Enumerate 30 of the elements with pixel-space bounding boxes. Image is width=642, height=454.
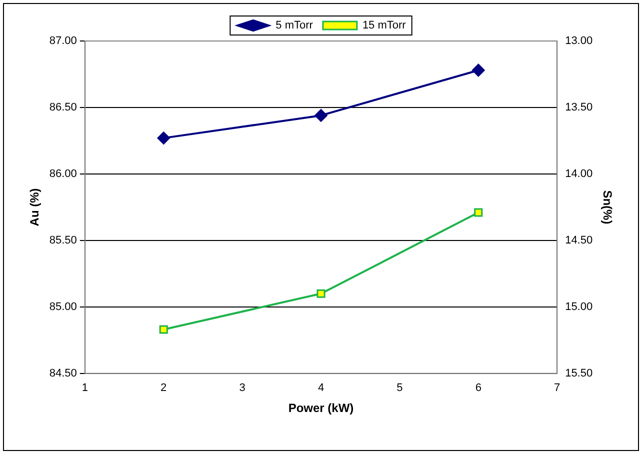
x-tick-label: 3 — [239, 382, 246, 394]
y-tick-label: 87.00 — [49, 35, 77, 48]
y2-tick-label: 15.00 — [565, 300, 593, 313]
legend-label: 15 mTorr — [362, 20, 406, 32]
x-axis-title: Power (kW) — [288, 401, 354, 416]
y-tick-label: 86.00 — [49, 168, 77, 180]
y2-tick-label: 14.00 — [565, 168, 593, 180]
x-tick-label: 7 — [554, 382, 560, 394]
x-tick-label: 1 — [82, 382, 88, 394]
x-tick-label: 5 — [396, 382, 403, 394]
y-axis-title: Au (%) — [28, 188, 42, 226]
point — [159, 325, 168, 334]
y-tick-label: 86.50 — [49, 102, 77, 114]
y2-tick-label: 13.50 — [565, 102, 593, 114]
point — [472, 64, 485, 77]
x-tick-label: 4 — [318, 382, 324, 394]
point — [474, 208, 483, 217]
legend-label: 5 mTorr — [276, 20, 314, 32]
y-tick-label: 85.00 — [49, 300, 77, 313]
x-tick-label: 6 — [475, 382, 482, 394]
y-tick-label: 85.50 — [49, 234, 77, 246]
point — [314, 108, 328, 122]
point — [157, 132, 170, 145]
y2-tick-label: 15.50 — [565, 367, 593, 380]
x-tick-label: 2 — [160, 382, 167, 394]
y-tick-label: 84.50 — [49, 367, 77, 380]
y2-axis-title: Sn(%) — [600, 190, 614, 224]
y2-tick-label: 14.50 — [565, 234, 593, 246]
y2-tick-label: 13.00 — [565, 35, 593, 48]
point — [316, 289, 326, 298]
